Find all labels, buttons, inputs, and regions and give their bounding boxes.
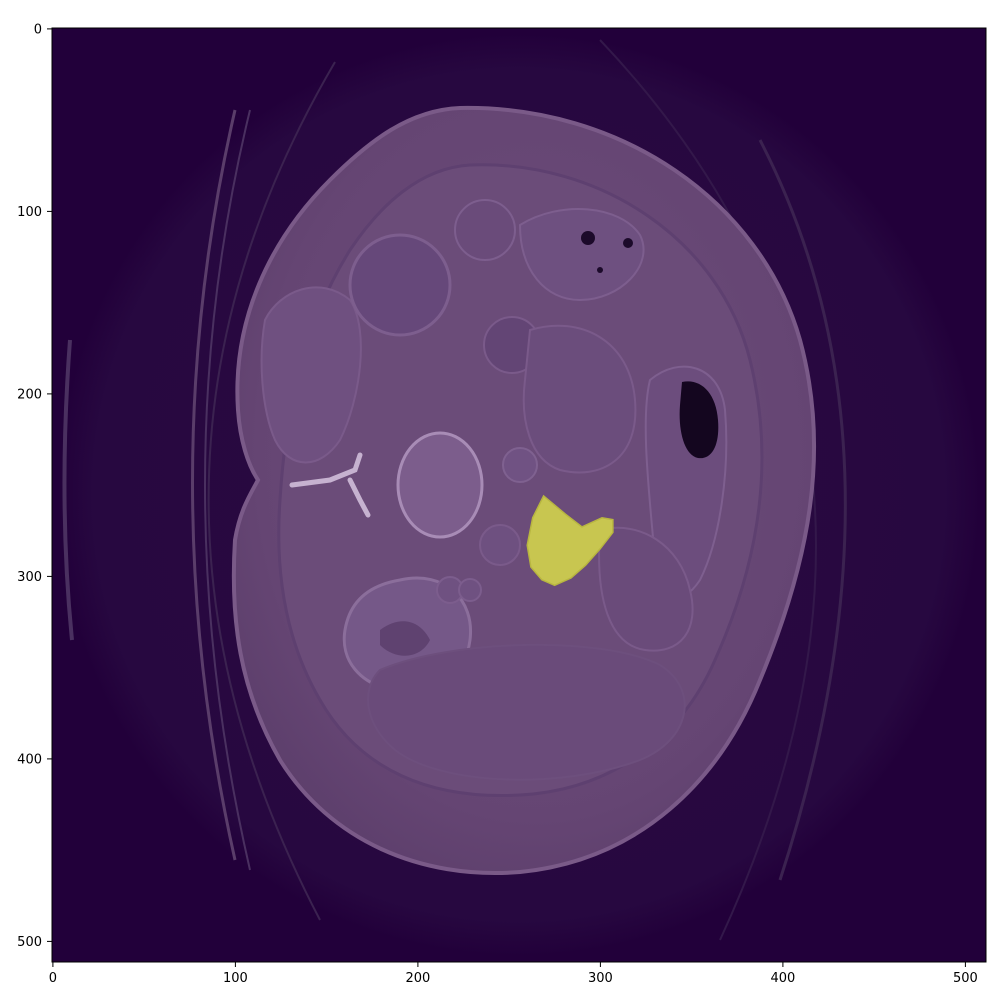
table-arc-1 bbox=[191, 109, 237, 861]
colon-gas bbox=[679, 381, 719, 459]
y-axis: 0 100 200 300 400 500 bbox=[17, 23, 52, 950]
table-arc-outer bbox=[62, 339, 74, 641]
ivc bbox=[479, 524, 521, 566]
colon bbox=[518, 208, 645, 302]
y-tick-label-500: 500 bbox=[17, 935, 42, 950]
vertebral-body bbox=[396, 431, 484, 539]
ct-image bbox=[52, 28, 986, 962]
psoas-right bbox=[598, 526, 694, 652]
x-tick-label-100: 100 bbox=[223, 971, 248, 986]
x-tick-label-500: 500 bbox=[953, 971, 978, 986]
bowel-mass-center bbox=[522, 324, 637, 474]
bowel-loop-1 bbox=[348, 233, 452, 337]
gas-bubble-2 bbox=[623, 238, 633, 248]
gas-bubble-3 bbox=[597, 267, 603, 273]
y-tick-label-100: 100 bbox=[17, 205, 42, 220]
x-tick-label-300: 300 bbox=[588, 971, 613, 986]
x-tick-label-200: 200 bbox=[405, 971, 430, 986]
aorta bbox=[502, 447, 538, 483]
segmentation-overlay bbox=[526, 494, 614, 587]
gas-bubble-1 bbox=[581, 231, 595, 245]
y-tick-label-300: 300 bbox=[17, 570, 42, 585]
axes-frame bbox=[51, 27, 987, 963]
x-tick-label-0: 0 bbox=[49, 971, 57, 986]
y-tick-label-400: 400 bbox=[17, 753, 42, 768]
renal-pelvis bbox=[380, 621, 430, 656]
skin-fold-right bbox=[758, 139, 847, 881]
spinous-process bbox=[289, 452, 371, 518]
table-arc-3 bbox=[207, 61, 336, 921]
x-axis: 0 100 200 300 400 500 bbox=[49, 962, 978, 986]
y-tick-label-0: 0 bbox=[34, 23, 42, 38]
renal-vessel-2 bbox=[458, 578, 482, 602]
table-arc-2 bbox=[204, 109, 251, 871]
bowel-loop-2 bbox=[454, 199, 516, 261]
x-tick-label-400: 400 bbox=[770, 971, 795, 986]
y-tick-label-200: 200 bbox=[17, 388, 42, 403]
lower-organ bbox=[367, 643, 686, 781]
liver bbox=[260, 286, 362, 464]
